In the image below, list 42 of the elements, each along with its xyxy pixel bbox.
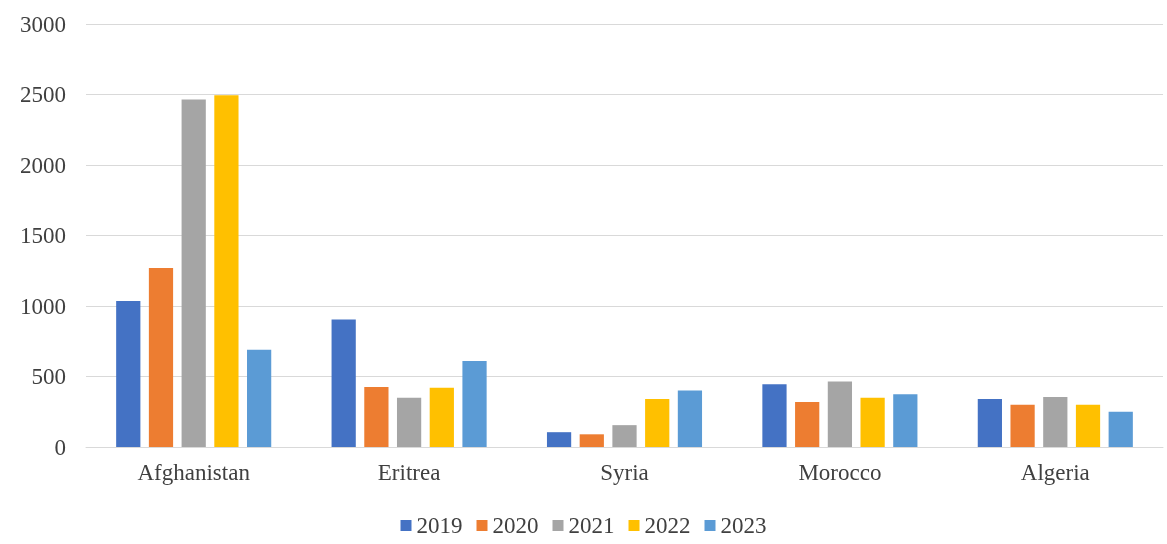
legend-label: 2020: [492, 513, 539, 538]
y-tick-label: 3000: [20, 11, 66, 37]
bar: [1010, 404, 1035, 447]
legend-label: 2022: [644, 513, 691, 538]
y-tick-label: 1000: [20, 293, 66, 319]
bar: [795, 401, 820, 447]
bar: [116, 301, 141, 447]
bar: [1108, 411, 1133, 447]
bar: [181, 99, 206, 447]
bar: [1075, 404, 1101, 447]
bar: [148, 267, 174, 447]
bar: [546, 432, 572, 447]
bar: [214, 95, 239, 447]
x-tick-label: Morocco: [798, 460, 882, 485]
bar: [677, 390, 703, 447]
bar: [827, 381, 853, 447]
bar: [612, 425, 637, 447]
bar: [977, 399, 1002, 447]
bar: [860, 397, 885, 447]
bar: [396, 397, 422, 447]
bar: [762, 384, 787, 447]
y-tick-label: 500: [31, 364, 66, 389]
y-tick-label: 2500: [20, 82, 66, 107]
x-tick-label: Syria: [600, 460, 649, 485]
bar: [429, 387, 454, 447]
bar: [579, 434, 604, 447]
x-tick-label: Eritrea: [377, 460, 441, 485]
bar: [247, 349, 272, 447]
bar: [364, 387, 389, 447]
legend-label: 2019: [416, 513, 463, 538]
y-tick-label: 2000: [20, 152, 66, 178]
bar: [645, 399, 670, 447]
x-tick-label: Algeria: [1020, 460, 1090, 485]
bar: [462, 360, 487, 447]
bar: [331, 319, 356, 447]
legend-label: 2021: [568, 513, 615, 538]
x-tick-label: Afghanistan: [137, 460, 251, 485]
legend-label: 2023: [720, 513, 767, 538]
y-tick-label: 0: [54, 434, 66, 460]
bar: [893, 394, 918, 447]
bar: [1043, 396, 1068, 447]
y-tick-label: 1500: [20, 223, 66, 248]
